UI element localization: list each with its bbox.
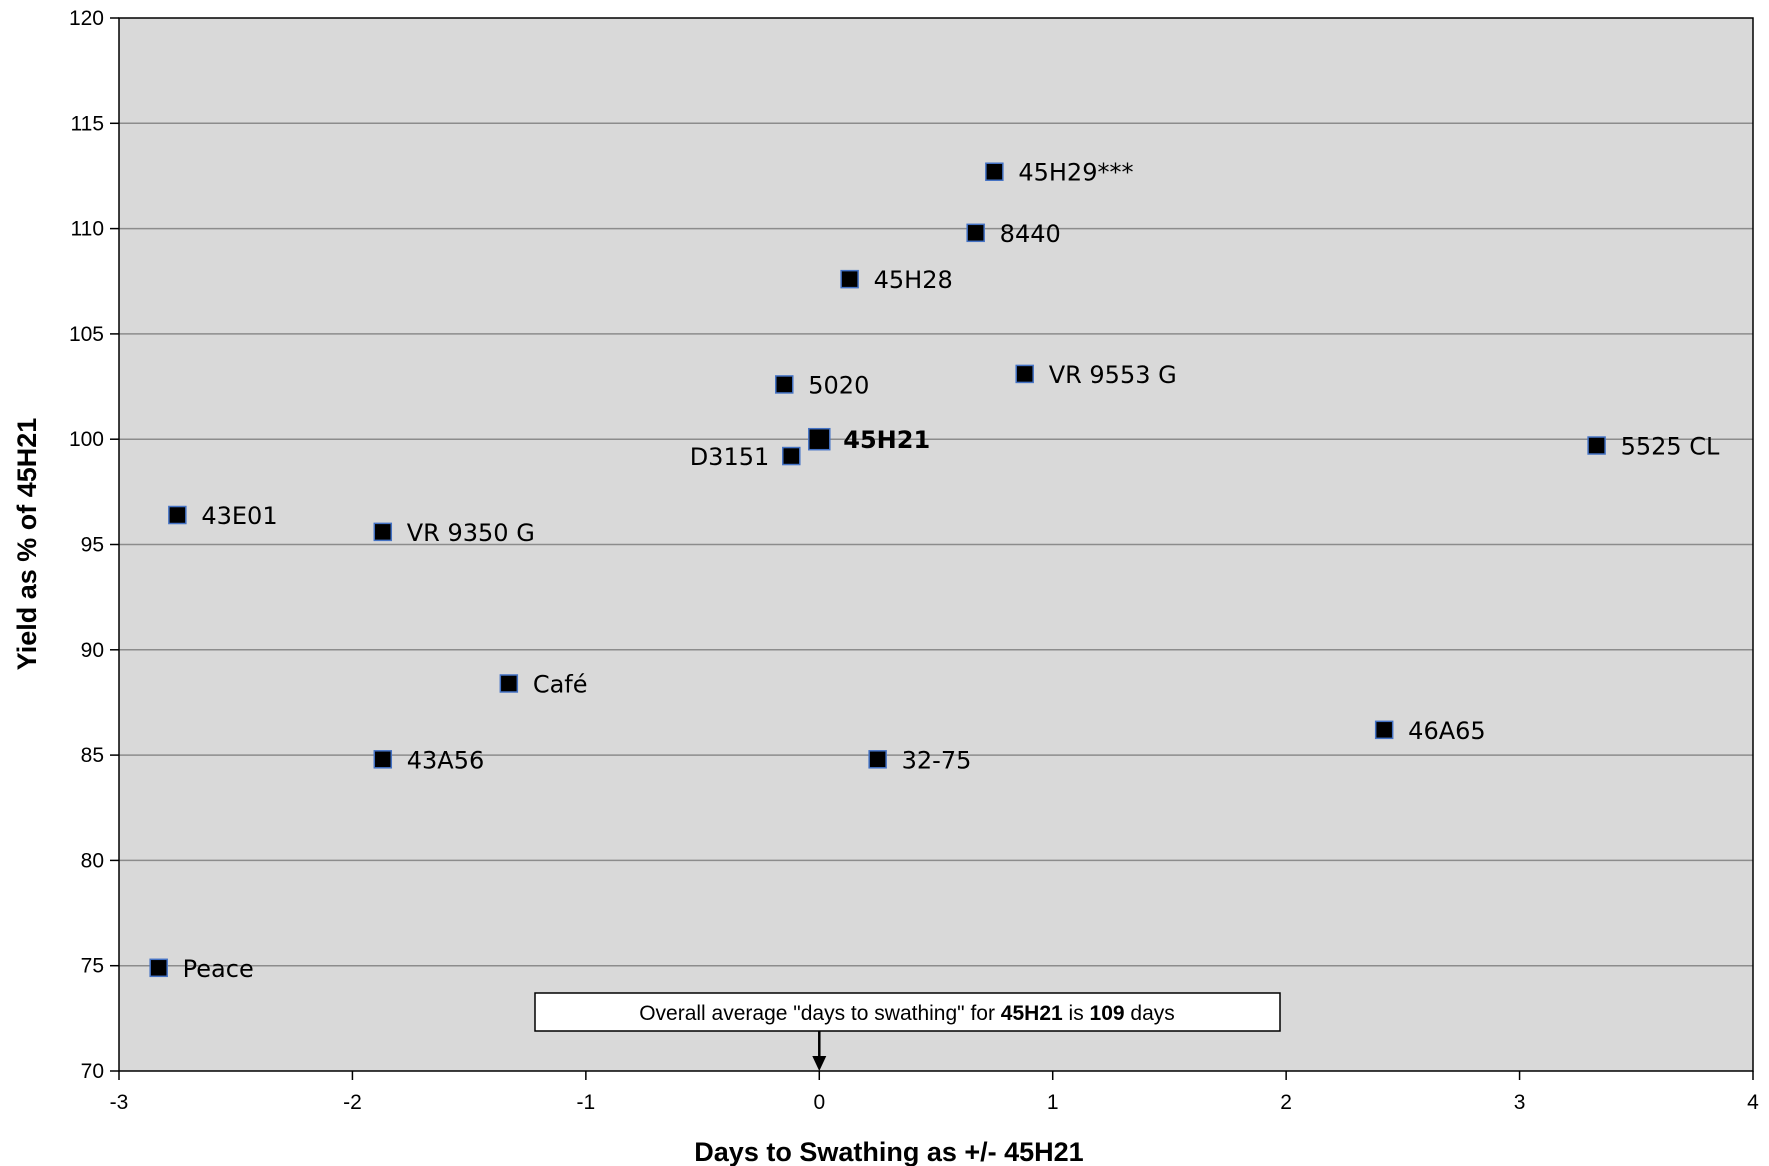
annotation-text: Overall average "days to swathing" for 4… [639,1002,1175,1025]
data-point-marker [168,505,187,525]
data-point-marker [499,674,519,693]
x-tick-label: -3 [110,1091,129,1114]
data-point-label: VR 9553 G [1049,361,1177,389]
data-point-label: VR 9350 G [407,519,535,547]
annotation-text-part: days [1125,1002,1175,1025]
data-point-marker [775,375,794,394]
data-point-label: 45H29*** [1018,159,1133,187]
y-tick-label: 105 [69,323,104,346]
data-point-marker [1587,436,1606,455]
data-point-label: Café [533,670,588,698]
annotation-text-part: 45H21 [1001,1002,1063,1025]
y-tick-label: 70 [81,1060,104,1083]
y-tick-label: 90 [81,639,104,662]
data-point-marker [1015,364,1034,384]
data-point-label: 5525 CL [1621,433,1720,461]
data-point-marker [985,162,1004,181]
y-axis: 70 75 80 85 90 95 100 105 110 115 120 [69,7,119,1083]
average-days-annotation: Overall average "days to swathing" for 4… [534,992,1281,1071]
data-point-marker [840,269,859,289]
x-tick-label: 1 [1047,1091,1059,1114]
data-point-label: 46A65 [1408,717,1486,745]
data-point-marker [373,522,393,542]
annotation-text-part: is [1063,1002,1090,1025]
data-point-marker [808,427,831,451]
y-tick-label: 85 [81,744,104,767]
annotation-arrow-head [812,1056,827,1071]
data-point-label: 43A56 [407,746,485,774]
y-tick-label: 95 [81,534,104,557]
annotation-text-part: Overall average "days to swathing" for [639,1002,1001,1025]
annotation-box [534,992,1281,1032]
data-point-label: 32-75 [902,746,972,774]
x-axis: -3 -2 -1 0 1 2 3 4 [110,1071,1759,1114]
data-point-label: 5020 [808,371,869,399]
y-tick-label: 75 [81,955,104,978]
x-tick-label: 3 [1514,1091,1526,1114]
data-point-label: 43E01 [201,502,277,530]
y-tick-label: 110 [71,218,104,241]
annotation-text-part: 109 [1090,1002,1125,1025]
data-point-label: 45H21 [843,426,930,454]
y-tick-label: 80 [81,849,104,872]
y-axis-title: Yield as % of 45H21 [12,418,42,671]
data-points: 45H29*** 8440 45H28 VR 9553 G 5020 45H21 D3151… [149,159,1720,983]
data-point-marker [782,446,801,466]
data-point-label: 45H28 [874,266,953,294]
x-tick-label: 0 [813,1091,825,1114]
data-point-marker [868,750,887,769]
data-point-label: D3151 [690,443,770,471]
y-tick-label: 115 [71,112,104,135]
x-tick-label: 2 [1280,1091,1292,1114]
data-point-marker [966,223,985,243]
x-tick-label: 4 [1747,1091,1759,1114]
x-tick-label: -1 [577,1091,596,1114]
x-axis-title: Days to Swathing as +/- 45H21 [694,1137,1083,1166]
data-point-label: Peace [183,955,254,983]
y-tick-label: 120 [69,7,104,30]
x-tick-label: -2 [343,1091,362,1114]
y-tick-label: 100 [69,428,104,451]
data-point-marker [149,958,168,978]
data-point-marker [373,750,393,769]
data-point-label: 8440 [1000,220,1061,248]
data-point-marker [1374,720,1394,740]
